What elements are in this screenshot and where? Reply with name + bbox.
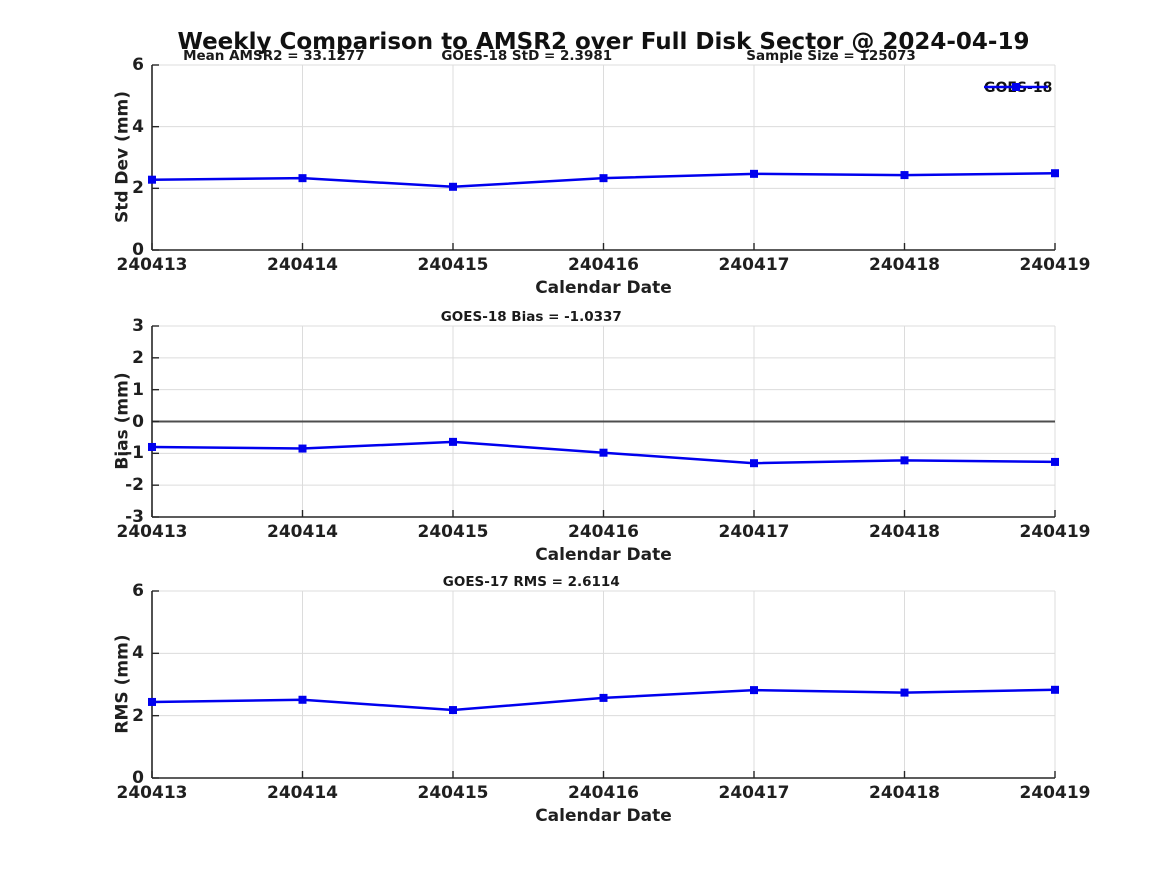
- y-axis-label: RMS (mm): [112, 633, 132, 734]
- plot-canvas: [148, 590, 1059, 779]
- x-tick-label: 240416: [568, 522, 639, 542]
- plot-area: [148, 325, 1059, 518]
- x-tick-label: 240415: [417, 522, 489, 542]
- y-tick-label: -3: [125, 507, 144, 527]
- plot-canvas: [148, 325, 1059, 518]
- y-tick-label: -1: [125, 443, 144, 464]
- x-tick-label: 240418: [869, 522, 940, 542]
- chart-title: Weekly Comparison to AMSR2 over Full Dis…: [177, 29, 1030, 55]
- x-tick-label: 240414: [267, 522, 338, 542]
- y-tick-label: 4: [132, 643, 144, 664]
- x-tick-label: 240414: [267, 255, 338, 275]
- y-tick-label: 2: [132, 178, 144, 199]
- y-tick-label: 4: [132, 116, 144, 137]
- plot-area: GOES-18: [148, 64, 1059, 251]
- y-tick-label: 2: [132, 347, 144, 368]
- x-tick-label: 240419: [1019, 255, 1091, 275]
- x-tick-label: 240417: [718, 255, 790, 275]
- y-tick-label: 0: [132, 411, 144, 432]
- x-tick-label: 240417: [718, 783, 790, 803]
- x-axis-label: Calendar Date: [535, 806, 672, 826]
- y-tick-label: 0: [132, 768, 144, 788]
- x-tick-label: 240416: [568, 783, 639, 803]
- plot-area: [148, 590, 1059, 779]
- x-tick-label: 240419: [1019, 522, 1091, 542]
- y-tick-label: 2: [132, 705, 144, 726]
- y-tick-label: 6: [132, 581, 144, 601]
- plot-annotation: Mean AMSR2 = 33.1277: [183, 48, 365, 64]
- y-axis-label: Std Dev (mm): [112, 90, 132, 223]
- y-tick-label: 1: [132, 379, 144, 400]
- x-axis-label: Calendar Date: [535, 278, 672, 298]
- plot-annotation: Sample Size = 125073: [746, 48, 916, 64]
- x-tick-label: 240413: [116, 522, 188, 542]
- x-axis-label: Calendar Date: [535, 545, 672, 565]
- x-tick-label: 240415: [417, 255, 489, 275]
- y-tick-label: 6: [132, 55, 144, 75]
- legend: GOES-18: [984, 80, 1052, 96]
- plot-annotation: GOES-18 StD = 2.3981: [441, 48, 613, 64]
- x-tick-label: 240419: [1019, 783, 1091, 803]
- y-tick-label: 0: [132, 240, 144, 260]
- y-tick-label: 3: [132, 316, 144, 336]
- x-tick-label: 240418: [869, 783, 940, 803]
- x-tick-label: 240416: [568, 255, 639, 275]
- x-tick-label: 240414: [267, 783, 338, 803]
- plot-annotation: GOES-17 RMS = 2.6114: [442, 574, 620, 590]
- legend-line-sample: [984, 83, 1048, 91]
- x-tick-label: 240413: [116, 783, 188, 803]
- plot-canvas: [148, 64, 1059, 251]
- x-tick-label: 240413: [116, 255, 188, 275]
- x-tick-label: 240417: [718, 522, 790, 542]
- x-tick-label: 240418: [869, 255, 940, 275]
- plot-annotation: GOES-18 Bias = -1.0337: [440, 309, 622, 325]
- y-tick-label: -2: [125, 475, 144, 496]
- x-tick-label: 240415: [417, 783, 489, 803]
